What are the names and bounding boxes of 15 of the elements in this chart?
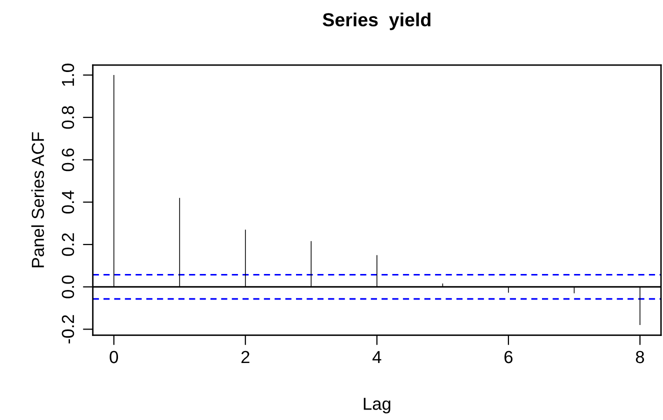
x-tick-label: 6 — [504, 350, 513, 364]
y-tick-label: 0.2 — [62, 233, 74, 256]
y-tick-label: 0.0 — [62, 275, 74, 298]
y-tick-label: 0.4 — [62, 190, 74, 214]
x-tick-label: 4 — [372, 351, 382, 364]
y-axis-title: Panel Series ACF — [31, 132, 44, 268]
x-axis-title: Lag — [364, 398, 390, 414]
x-tick-label: 0 — [110, 350, 118, 364]
x-tick-label: 2 — [241, 350, 250, 364]
y-tick-label: -0.2 — [62, 315, 74, 344]
y-tick-label: 0.8 — [62, 106, 74, 129]
y-tick-label: 0.6 — [62, 148, 74, 172]
y-tick-label: 1.0 — [62, 64, 74, 86]
chart-title: Series yield — [322, 12, 430, 30]
x-tick-label: 8 — [636, 350, 644, 364]
